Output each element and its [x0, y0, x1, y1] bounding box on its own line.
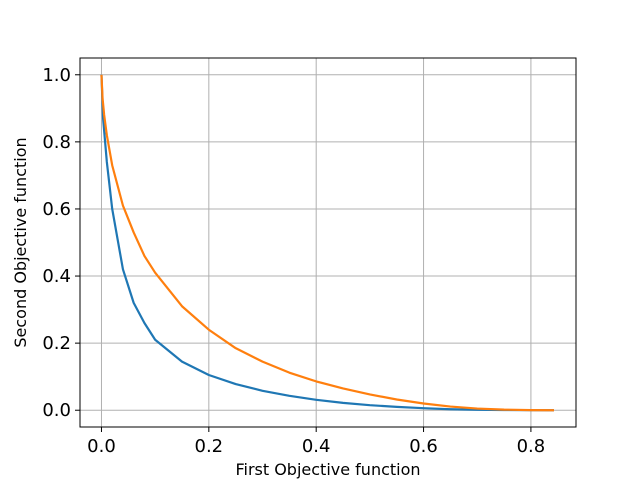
y-tick-label: 0.4	[42, 266, 71, 287]
y-tick-label: 0.2	[42, 333, 71, 354]
y-tick-label: 0.0	[42, 400, 71, 421]
x-tick-label: 0.2	[195, 436, 224, 457]
plot-frame	[79, 57, 577, 428]
x-tick-label: 0.8	[517, 436, 546, 457]
series-line-1	[100, 74, 554, 412]
y-axis-label: Second Objective function	[11, 137, 30, 347]
grid	[80, 58, 576, 427]
series-line-2	[100, 74, 554, 412]
y-tick-label: 0.6	[42, 199, 71, 220]
y-tick-label: 1.0	[42, 65, 71, 86]
ticks: 0.0 0.2 0.4 0.6 0.8 0.0 0.2 0.4 0.6 0.8 1.0	[42, 65, 545, 457]
x-axis-label: First Objective function	[235, 460, 420, 479]
x-tick-label: 0.6	[409, 436, 438, 457]
x-tick-label: 0.0	[87, 436, 116, 457]
y-tick-label: 0.8	[42, 132, 71, 153]
series-layer	[100, 74, 554, 412]
x-tick-label: 0.4	[302, 436, 331, 457]
